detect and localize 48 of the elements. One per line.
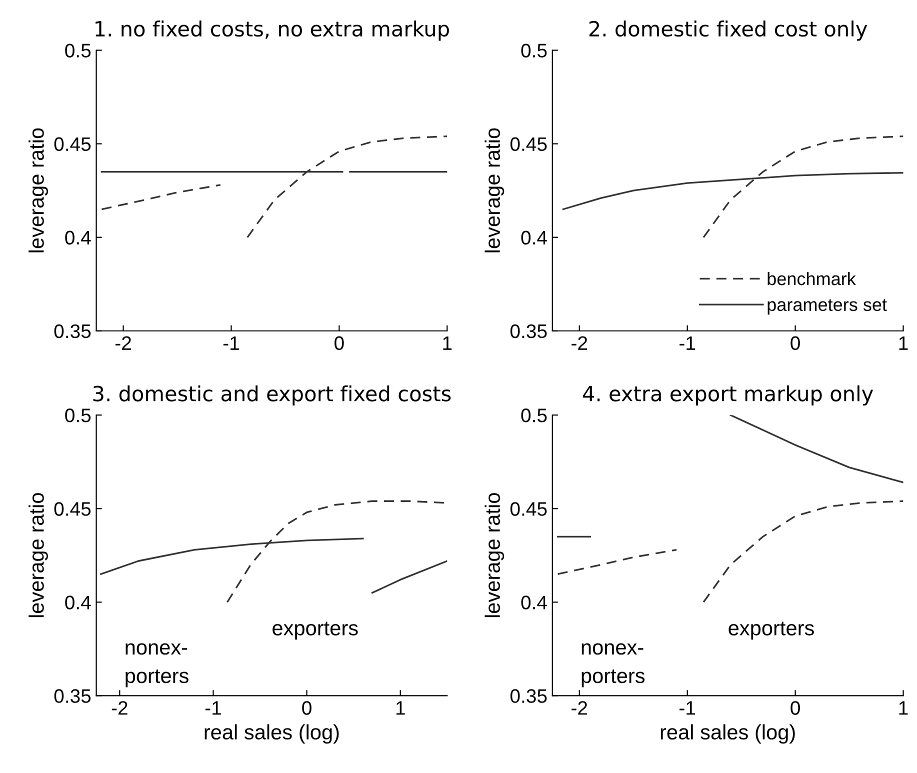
y-tick-label: 0.45 [510, 137, 547, 152]
x-tick-label: -1 [680, 701, 696, 715]
legend-label: parameters set [768, 299, 887, 315]
x-tick-label: -1 [205, 701, 221, 715]
chart-title: 2. domestic fixed cost only [589, 20, 868, 41]
y-axis-title: leverage ratio [484, 128, 504, 252]
y-tick-label: 0.5 [521, 44, 547, 58]
annotation: exporters [728, 622, 814, 640]
x-tick-label: 1 [899, 701, 908, 715]
y-tick-label: 0.4 [65, 596, 91, 610]
y-axis-title: leverage ratio [28, 493, 48, 618]
x-tick-label: 0 [302, 701, 312, 715]
x-axis-title: real sales (log) [204, 724, 339, 744]
y-axis-title: leverage ratio [28, 128, 48, 252]
y-tick-label: 0.4 [521, 230, 547, 245]
x-tick-label: -2 [572, 701, 588, 715]
y-tick-label: 0.35 [510, 324, 547, 338]
y-tick-label: 0.45 [510, 502, 547, 516]
y-tick-label: 0.5 [65, 408, 91, 422]
y-tick-label: 0.35 [510, 689, 547, 703]
y-tick-label: 0.45 [54, 502, 91, 516]
y-tick-label: 0.35 [54, 324, 91, 338]
y-axis-title: leverage ratio [484, 493, 504, 618]
y-tick-label: 0.5 [521, 408, 547, 422]
x-tick-label: -1 [680, 336, 696, 350]
annotation: nonex- porters [582, 643, 645, 688]
x-tick-label: -2 [112, 701, 128, 715]
annotation: nonex- porters [126, 643, 188, 688]
y-tick-label: 0.5 [65, 44, 91, 58]
chart-title: 4. extra export markup only [583, 385, 874, 406]
chart-title: 3. domestic and export fixed costs [93, 385, 451, 406]
y-tick-label: 0.4 [521, 596, 547, 610]
annotation: exporters [272, 622, 358, 640]
x-tick-label: -2 [115, 336, 131, 350]
y-tick-label: 0.35 [54, 689, 91, 703]
x-tick-label: 1 [899, 336, 908, 350]
x-tick-label: 1 [443, 336, 452, 350]
legend-label: benchmark [768, 272, 856, 286]
x-tick-label: 0 [790, 336, 800, 350]
x-axis-title: real sales (log) [660, 724, 795, 744]
x-tick-label: 0 [790, 701, 800, 715]
y-tick-label: 0.4 [65, 230, 91, 245]
x-tick-label: 0 [334, 336, 344, 350]
y-tick-label: 0.45 [54, 137, 91, 152]
x-tick-label: 1 [396, 701, 405, 715]
chart-title: 1. no fixed costs, no extra markup [96, 20, 449, 41]
x-tick-label: -2 [572, 336, 588, 350]
x-tick-label: -1 [223, 336, 239, 350]
